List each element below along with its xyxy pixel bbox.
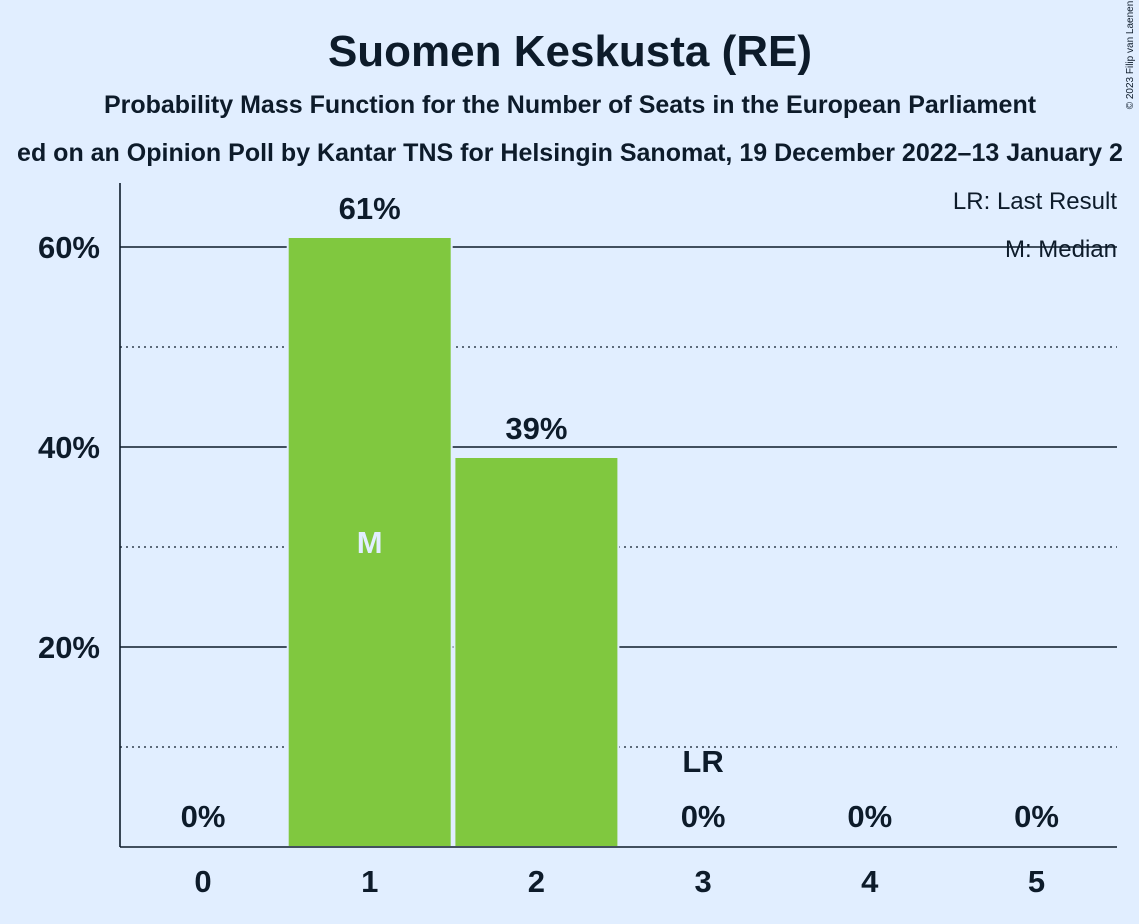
bar-seat-1 [286,236,453,848]
legend-median: M: Median [1005,236,1117,263]
axes: 20% 40% 60% 0 1 2 3 4 5 [38,183,1117,899]
y-tick-label: 40% [38,430,100,465]
value-label: 0% [1014,799,1059,834]
y-tick-label: 60% [38,230,100,265]
median-marker: M [357,525,383,560]
legend-last-result: LR: Last Result [953,188,1117,215]
x-tick-label: 4 [861,864,879,899]
value-label: 39% [505,411,567,446]
labels: 0% 61% M 39% 0% LR 0% 0% [181,191,1059,834]
value-label: 61% [339,191,401,226]
value-label: 0% [681,799,726,834]
last-result-marker: LR [682,744,723,779]
x-tick-label: 2 [528,864,545,899]
x-tick-label: 1 [361,864,378,899]
value-label: 0% [181,799,226,834]
chart-source: ed on an Opinion Poll by Kantar TNS for … [17,139,1123,167]
bars [286,236,620,848]
x-tick-label: 3 [694,864,711,899]
chart-subtitle: Probability Mass Function for the Number… [104,91,1037,119]
y-tick-label: 20% [38,630,100,665]
chart-title: Suomen Keskusta (RE) [328,27,812,76]
x-tick-label: 5 [1028,864,1045,899]
copyright-text: © 2023 Filip van Laenen [1125,1,1136,110]
x-tick-label: 0 [194,864,211,899]
bar-seat-2 [453,456,620,848]
value-label: 0% [847,799,892,834]
